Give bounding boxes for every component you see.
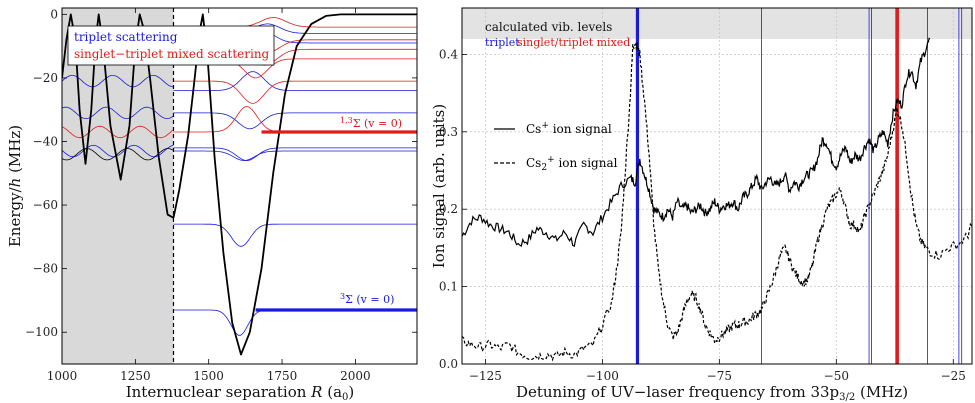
right-xtick-label-4: −25 xyxy=(941,369,966,383)
left-ytick-label-2: −40 xyxy=(33,135,58,149)
left-panel: 1000 1250 1500 1750 2000 0 −20 −40 −60 −80 −100 tr… xyxy=(6,7,418,403)
label-3sigma-v0: 3Σ (v = 0) xyxy=(340,292,394,306)
right-y-axis-label: Ion signal (arb. units) xyxy=(430,104,448,268)
inner-level-0 xyxy=(62,75,174,88)
left-ytick-label-1: −20 xyxy=(33,71,58,85)
right-ytick-label-3: 0.3 xyxy=(439,125,458,139)
right-ytick-label-4: 0.4 xyxy=(439,47,458,61)
right-header-band xyxy=(462,8,972,39)
legend-cs-plus: Cs+ ion signal xyxy=(526,121,612,136)
left-xtick-label-4: 2000 xyxy=(340,369,371,383)
left-legend-box xyxy=(67,25,275,66)
triplet-level-4 xyxy=(173,147,417,162)
left-ytick-label-0: 0 xyxy=(50,7,58,21)
left-ytick-label-5: −100 xyxy=(25,325,58,339)
left-x-axis-label: Internuclear separation R (a0) xyxy=(126,383,355,403)
right-panel: −125 −100 −75 −50 −25 0.0 0.1 0.2 0.3 0.4 calcula… xyxy=(430,7,973,403)
left-ytick-label-3: −60 xyxy=(33,198,58,212)
left-xtick-label-1: 1250 xyxy=(120,369,151,383)
right-xtick-label-1: −100 xyxy=(586,369,619,383)
left-shaded-region xyxy=(62,8,174,364)
right-ytick-label-2: 0.2 xyxy=(439,202,458,216)
legend-cs2-plus: Cs2+ ion signal xyxy=(526,155,618,173)
right-ticks: −125 −100 −75 −50 −25 0.0 0.1 0.2 0.3 0.4 xyxy=(439,47,966,383)
main-potential-curve xyxy=(172,13,417,356)
triplet-level-5 xyxy=(173,150,417,162)
triplet-level-2 xyxy=(173,71,417,91)
legend-mixed-scattering: singlet−triplet mixed scattering xyxy=(74,47,270,61)
right-plot-area xyxy=(462,8,972,364)
series-cs2-plus xyxy=(462,41,972,362)
right-xtick-label-2: −75 xyxy=(707,369,732,383)
band-legend-mixed: singlet/triplet mixed xyxy=(517,36,630,49)
right-legend: Cs+ ion signal Cs2+ ion signal xyxy=(494,121,618,173)
band-legend-triplet: triplet xyxy=(485,36,520,49)
right-grid xyxy=(462,8,972,364)
label-13sigma-v0: 1,3Σ (v = 0) xyxy=(340,116,402,130)
left-axes-frame xyxy=(61,7,418,365)
inner-level-4 xyxy=(62,148,174,161)
right-xtick-label-0: −125 xyxy=(469,369,502,383)
left-ytick-label-4: −80 xyxy=(33,262,58,276)
right-ytick-label-1: 0.1 xyxy=(439,280,458,294)
inner-level-2 xyxy=(62,125,174,139)
left-xtick-label-2: 1500 xyxy=(193,369,224,383)
left-y-axis-label: Energy/h (MHz) xyxy=(6,125,24,247)
triplet-level-7 xyxy=(173,309,417,336)
left-xtick-label-0: 1000 xyxy=(47,369,78,383)
left-legend: triplet scattering singlet−triplet mixed… xyxy=(67,25,275,66)
mixed-level-4 xyxy=(173,80,417,104)
right-x-axis-label: Detuning of UV−laser frequency from 33p3… xyxy=(516,383,908,403)
right-axes-frame xyxy=(461,7,973,365)
band-title: calculated vib. levels xyxy=(485,20,612,34)
legend-triplet-scattering: triplet scattering xyxy=(74,30,178,44)
left-xtick-label-3: 1750 xyxy=(267,369,298,383)
triplet-level-3 xyxy=(173,112,417,130)
series-cs-plus xyxy=(462,37,931,248)
right-xtick-label-3: −50 xyxy=(824,369,849,383)
right-ytick-label-0: 0.0 xyxy=(439,357,458,371)
left-ticks: 1000 1250 1500 1750 2000 0 −20 −40 −60 −80 −100 xyxy=(25,7,417,383)
triplet-level-6 xyxy=(173,223,417,247)
